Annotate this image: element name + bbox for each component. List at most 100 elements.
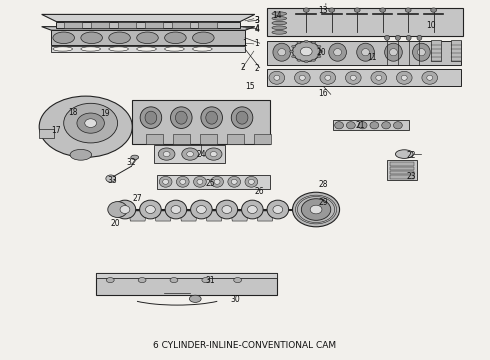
Polygon shape — [256, 211, 274, 221]
Text: 2: 2 — [254, 64, 259, 73]
Ellipse shape — [272, 17, 287, 20]
Ellipse shape — [145, 111, 157, 124]
Ellipse shape — [401, 75, 407, 80]
Ellipse shape — [272, 26, 287, 30]
Ellipse shape — [146, 206, 155, 213]
Ellipse shape — [85, 119, 97, 127]
Ellipse shape — [303, 8, 309, 12]
Ellipse shape — [222, 206, 232, 213]
Text: 11: 11 — [368, 53, 377, 62]
Ellipse shape — [137, 47, 156, 51]
Ellipse shape — [64, 103, 118, 143]
Ellipse shape — [405, 8, 411, 12]
Ellipse shape — [396, 71, 412, 84]
Ellipse shape — [301, 199, 331, 220]
Ellipse shape — [205, 148, 222, 160]
Ellipse shape — [385, 35, 390, 40]
Ellipse shape — [272, 31, 287, 34]
Polygon shape — [205, 211, 223, 221]
Ellipse shape — [395, 35, 400, 40]
Ellipse shape — [329, 43, 346, 61]
Ellipse shape — [159, 176, 172, 187]
Bar — [91, 22, 109, 28]
Ellipse shape — [165, 32, 186, 44]
Bar — [146, 134, 163, 144]
Ellipse shape — [272, 12, 287, 15]
Ellipse shape — [165, 47, 184, 51]
Text: 14: 14 — [272, 10, 282, 19]
Ellipse shape — [376, 75, 382, 80]
Ellipse shape — [292, 45, 295, 48]
Ellipse shape — [171, 206, 181, 213]
Text: 1: 1 — [254, 39, 259, 48]
Text: 29: 29 — [318, 198, 328, 207]
Ellipse shape — [180, 179, 186, 184]
Bar — [39, 129, 54, 138]
Bar — [145, 22, 163, 28]
Ellipse shape — [427, 75, 433, 80]
Ellipse shape — [357, 43, 374, 61]
Bar — [157, 175, 270, 189]
Ellipse shape — [109, 47, 128, 51]
Text: 1: 1 — [243, 39, 247, 48]
Ellipse shape — [201, 107, 222, 129]
Ellipse shape — [278, 49, 286, 56]
Ellipse shape — [175, 111, 187, 124]
Ellipse shape — [165, 200, 187, 219]
Ellipse shape — [70, 149, 92, 160]
Bar — [118, 22, 136, 28]
Ellipse shape — [140, 107, 162, 129]
Ellipse shape — [197, 179, 203, 184]
Ellipse shape — [273, 43, 291, 61]
Ellipse shape — [190, 295, 201, 302]
Ellipse shape — [158, 148, 175, 160]
Ellipse shape — [140, 200, 161, 219]
Polygon shape — [51, 30, 245, 45]
Ellipse shape — [245, 176, 258, 187]
Ellipse shape — [214, 179, 220, 184]
Ellipse shape — [345, 71, 361, 84]
Ellipse shape — [228, 176, 241, 187]
Ellipse shape — [370, 122, 379, 129]
Ellipse shape — [81, 32, 102, 44]
Bar — [254, 134, 271, 144]
Text: 23: 23 — [407, 172, 416, 181]
Ellipse shape — [306, 49, 314, 56]
Polygon shape — [154, 211, 172, 221]
Text: 2: 2 — [240, 63, 245, 72]
Text: 33: 33 — [108, 176, 118, 185]
Ellipse shape — [431, 8, 437, 12]
Ellipse shape — [297, 42, 301, 44]
Ellipse shape — [319, 50, 323, 53]
Ellipse shape — [216, 200, 238, 219]
Bar — [390, 175, 414, 179]
Ellipse shape — [304, 40, 308, 42]
Bar — [267, 41, 461, 65]
Ellipse shape — [108, 202, 127, 217]
Ellipse shape — [274, 75, 280, 80]
Ellipse shape — [382, 122, 391, 129]
Ellipse shape — [301, 43, 318, 61]
Text: 32: 32 — [126, 158, 136, 167]
Ellipse shape — [325, 75, 331, 80]
Ellipse shape — [304, 60, 308, 63]
Ellipse shape — [170, 278, 178, 283]
Bar — [267, 69, 461, 86]
Text: 27: 27 — [132, 194, 142, 203]
Bar — [451, 40, 461, 61]
Ellipse shape — [163, 179, 169, 184]
Ellipse shape — [234, 278, 242, 283]
Ellipse shape — [292, 55, 295, 58]
Ellipse shape — [247, 206, 257, 213]
Ellipse shape — [267, 200, 289, 219]
Ellipse shape — [187, 152, 194, 157]
Ellipse shape — [393, 122, 402, 129]
Ellipse shape — [317, 45, 321, 48]
Bar — [390, 171, 414, 174]
Ellipse shape — [362, 49, 369, 56]
Bar — [198, 22, 217, 28]
Ellipse shape — [317, 55, 321, 58]
Bar — [154, 145, 225, 163]
Ellipse shape — [109, 32, 130, 44]
Ellipse shape — [293, 41, 320, 62]
